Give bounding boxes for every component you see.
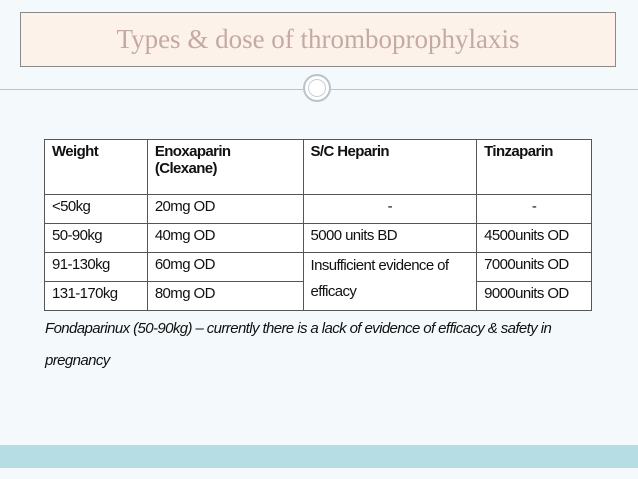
cell: 9000units OD <box>476 281 592 311</box>
cell: 50-90kg <box>44 223 148 253</box>
row: <50kg 20mg OD - - <box>44 194 592 224</box>
cell: 4500units OD <box>476 223 592 253</box>
row: 131-170kg 80mg OD 9000units OD <box>44 281 592 311</box>
cell: 80mg OD <box>146 281 304 311</box>
cell: 7000units OD <box>476 252 592 282</box>
header-cell: Enoxaparin (Clexane) <box>146 139 304 195</box>
cell: - <box>476 194 592 224</box>
cell: - <box>302 194 478 224</box>
divider-ornament <box>303 74 331 102</box>
header-cell: Tinzaparin <box>476 139 592 195</box>
divider <box>0 89 303 90</box>
footnote: Fondaparinux (50-90kg) – currently there… <box>45 320 552 369</box>
cell: Insufficient evidence of efficacy <box>302 252 478 311</box>
header-text: Enoxaparin (Clexane) <box>154 143 231 177</box>
header-cell: S/C Heparin <box>302 139 478 195</box>
merged-text: Insufficient evidence of efficacy <box>310 257 450 300</box>
row: 91-130kg 60mg OD Insufficient evidence o… <box>44 252 592 311</box>
divider <box>331 89 638 90</box>
title-box: Types & dose of thromboprophylaxis <box>20 12 616 67</box>
header-cell: Weight <box>44 139 148 195</box>
title: Types & dose of thromboprophylaxis <box>116 24 520 54</box>
footer-bar <box>0 445 638 468</box>
cell: 5000 units BD <box>302 223 478 253</box>
cell: 20mg OD <box>146 194 304 224</box>
header-row: Weight Enoxaparin (Clexane) S/C Heparin … <box>44 139 592 195</box>
dose-table: Weight Enoxaparin (Clexane) S/C Heparin … <box>44 139 592 311</box>
cell: 40mg OD <box>146 223 304 253</box>
cell: 91-130kg <box>44 252 148 282</box>
row: 50-90kg 40mg OD 5000 units BD 4500units … <box>44 223 592 253</box>
cell: <50kg <box>44 194 148 224</box>
cell: 131-170kg <box>44 281 148 311</box>
cell: 60mg OD <box>146 252 304 282</box>
